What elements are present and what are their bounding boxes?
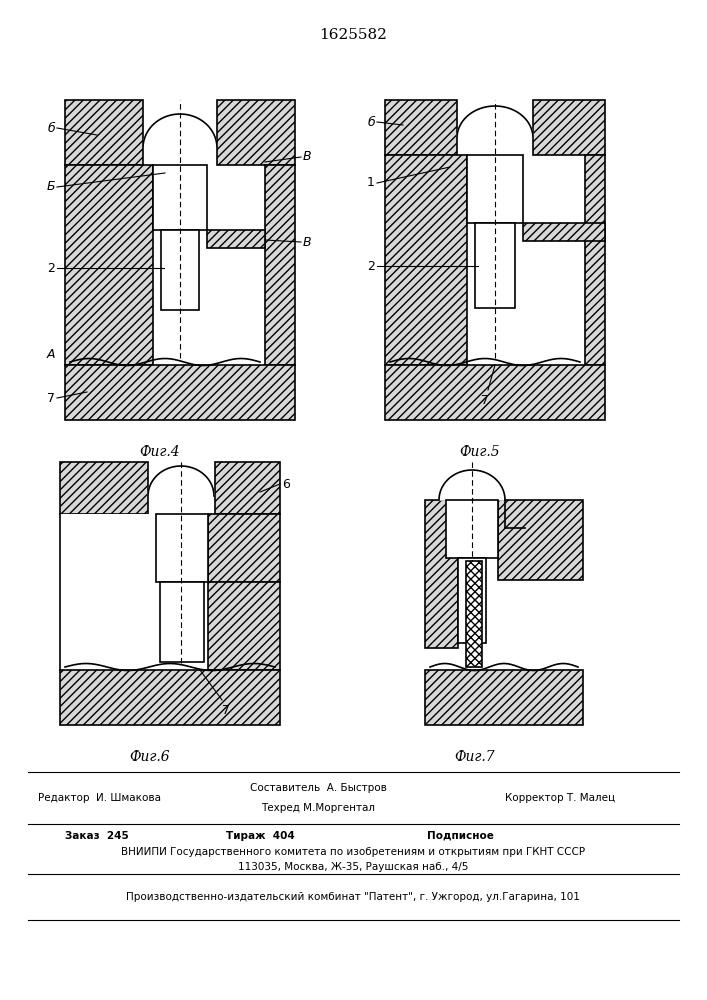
Text: Фиг.6: Фиг.6: [129, 750, 170, 764]
Text: ВНИИПИ Государственного комитета по изобретениям и открытиям при ГКНТ СССР: ВНИИПИ Государственного комитета по изоб…: [121, 847, 585, 857]
Bar: [217, 100, 295, 165]
Bar: [585, 155, 605, 365]
Text: 1: 1: [367, 176, 375, 190]
Bar: [207, 230, 265, 248]
Text: Б: Б: [47, 180, 55, 194]
Text: В: В: [303, 235, 312, 248]
Bar: [156, 514, 208, 582]
Bar: [498, 500, 583, 580]
Text: б: б: [367, 115, 375, 128]
Bar: [385, 155, 467, 365]
Text: 113035, Москва, Ж-35, Раушская наб., 4/5: 113035, Москва, Ж-35, Раушская наб., 4/5: [238, 862, 468, 872]
Text: 6: 6: [282, 478, 290, 490]
Bar: [65, 100, 143, 165]
Polygon shape: [439, 470, 505, 500]
Bar: [60, 670, 280, 725]
Bar: [65, 365, 295, 420]
Text: Тираж  404: Тираж 404: [226, 831, 294, 841]
Bar: [153, 165, 207, 230]
Bar: [425, 670, 583, 725]
Text: Фиг.7: Фиг.7: [455, 750, 496, 764]
Bar: [385, 365, 605, 420]
Bar: [523, 223, 605, 241]
Text: Фиг.4: Фиг.4: [140, 445, 180, 459]
Text: Заказ  245: Заказ 245: [65, 831, 129, 841]
Bar: [60, 462, 148, 514]
Bar: [458, 558, 486, 643]
Bar: [265, 165, 295, 365]
Bar: [446, 500, 498, 558]
Bar: [385, 100, 457, 155]
Text: Составитель  А. Быстров: Составитель А. Быстров: [250, 783, 387, 793]
Bar: [60, 514, 156, 662]
Bar: [533, 100, 605, 155]
Text: Фиг.5: Фиг.5: [460, 445, 501, 459]
Polygon shape: [148, 466, 214, 496]
Bar: [208, 582, 280, 670]
Text: 2: 2: [47, 261, 55, 274]
Bar: [425, 500, 458, 648]
Text: Подписное: Подписное: [426, 831, 493, 841]
Bar: [215, 462, 280, 514]
Polygon shape: [143, 114, 217, 148]
Bar: [161, 230, 199, 310]
Bar: [467, 155, 523, 223]
Bar: [475, 223, 515, 308]
Bar: [208, 514, 280, 582]
Bar: [65, 165, 153, 365]
Text: В: В: [303, 150, 312, 163]
Text: 7: 7: [481, 393, 489, 406]
Text: Техред М.Моргентал: Техред М.Моргентал: [261, 803, 375, 813]
Text: 2: 2: [367, 259, 375, 272]
Bar: [160, 582, 204, 662]
Bar: [466, 561, 482, 667]
Text: 1625582: 1625582: [319, 28, 387, 42]
Polygon shape: [457, 106, 533, 138]
Text: Редактор  И. Шмакова: Редактор И. Шмакова: [38, 793, 161, 803]
Text: 7: 7: [222, 704, 230, 716]
Text: Производственно-издательский комбинат "Патент", г. Ужгород, ул.Гагарина, 101: Производственно-издательский комбинат "П…: [126, 892, 580, 902]
Text: Корректор Т. Малец: Корректор Т. Малец: [505, 793, 615, 803]
Text: А: А: [47, 349, 55, 361]
Text: б: б: [47, 121, 55, 134]
Text: 7: 7: [47, 391, 55, 404]
